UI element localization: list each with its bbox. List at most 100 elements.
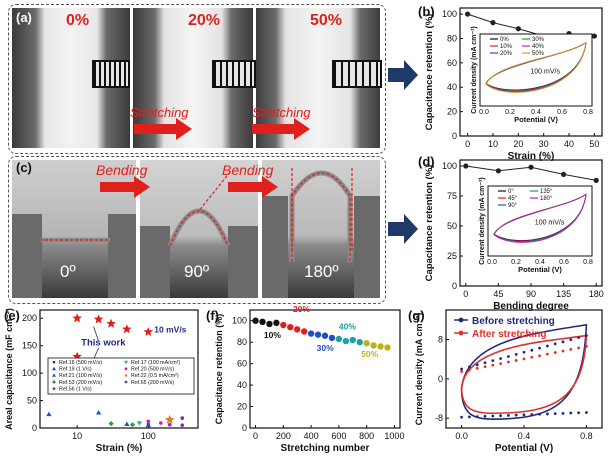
f-xtick-label: 600 bbox=[331, 431, 346, 441]
e-ytick-label: 200 bbox=[22, 313, 37, 323]
b-point bbox=[591, 33, 597, 39]
g-after-marker bbox=[460, 370, 463, 373]
d-inset-annotation: 100 mV/s bbox=[535, 220, 565, 227]
b-inset-xlabel: Potential (V) bbox=[514, 115, 558, 124]
g-before-marker bbox=[499, 357, 502, 360]
g-before-marker bbox=[538, 412, 541, 416]
panel-e-label: (e) bbox=[4, 308, 20, 323]
d-inset-xtick: 0.4 bbox=[535, 259, 545, 266]
b-xtick-label: 20 bbox=[513, 139, 523, 149]
arrow-a-2 bbox=[252, 118, 310, 140]
f-point bbox=[266, 320, 273, 328]
f-point bbox=[370, 342, 377, 349]
d-xtick-label: 0 bbox=[463, 289, 468, 299]
e-xtick-label: 10 bbox=[72, 431, 82, 441]
panel-c-label: (c) bbox=[16, 160, 32, 175]
g-before-marker bbox=[460, 367, 463, 371]
d-inset-xlabel: Potential (V) bbox=[518, 265, 562, 274]
panel-b-label: (b) bbox=[418, 4, 435, 19]
d-inset-legend-label: 45° bbox=[508, 196, 518, 202]
b-inset-legend-label: 0% bbox=[500, 37, 509, 43]
g-before-marker bbox=[507, 355, 510, 358]
f-ytick-label: 80 bbox=[237, 337, 247, 347]
panel-f-label: (f) bbox=[206, 308, 219, 323]
f-point bbox=[377, 343, 384, 350]
d-xlabel: Bending degree bbox=[493, 301, 569, 312]
d-point bbox=[528, 164, 534, 170]
electrode-a-0 bbox=[92, 60, 130, 88]
d-inset-legend-label: 0° bbox=[508, 189, 514, 195]
g-after-marker bbox=[538, 354, 541, 358]
d-ylabel: Capacitance retention (%) bbox=[424, 165, 435, 282]
e-point bbox=[143, 327, 154, 336]
b-ytick-label: 80 bbox=[447, 33, 457, 43]
g-after-marker bbox=[475, 366, 479, 370]
f-annotation: 10% bbox=[264, 330, 281, 340]
b-inset-xtick: 0.0 bbox=[479, 109, 489, 116]
e-annotation-arrow-2 bbox=[93, 347, 99, 360]
bending-label-1: Bending bbox=[96, 162, 148, 178]
f-xtick-label: 1000 bbox=[384, 431, 404, 441]
stretching-label-2: Stretching bbox=[252, 105, 311, 120]
e-point bbox=[164, 414, 175, 424]
g-after-marker bbox=[522, 357, 526, 361]
e-annotation-10: 10 mV/s bbox=[154, 325, 186, 335]
e-point bbox=[180, 416, 185, 420]
g-before-marker bbox=[569, 411, 573, 415]
panel-g-label: (g) bbox=[408, 308, 425, 323]
e-point bbox=[129, 422, 136, 428]
e-point bbox=[46, 411, 52, 417]
g-after-marker bbox=[553, 351, 557, 354]
g-after-marker bbox=[561, 349, 565, 353]
f-ytick-label: 40 bbox=[237, 380, 247, 390]
g-before-marker bbox=[585, 334, 588, 337]
e-legend-marker bbox=[52, 366, 56, 371]
e-xtick-label: 100 bbox=[141, 431, 156, 441]
b-xtick-label: 30 bbox=[539, 139, 549, 149]
strain-label-0: 0% bbox=[66, 12, 90, 29]
b-point bbox=[490, 20, 496, 26]
e-legend-label: Ref.16 (500 mV/s) bbox=[59, 360, 102, 366]
f-xtick-label: 200 bbox=[276, 431, 291, 441]
d-point bbox=[495, 168, 501, 174]
f-xtick-label: 800 bbox=[359, 431, 374, 441]
e-point bbox=[158, 421, 163, 425]
e-ytick-label: 150 bbox=[22, 341, 37, 351]
g-after-marker bbox=[569, 348, 573, 351]
f-annotation: 30% bbox=[317, 343, 334, 353]
d-xtick-label: 45 bbox=[493, 289, 503, 299]
g-after-marker bbox=[577, 346, 580, 350]
strain-label-50: 50% bbox=[310, 12, 343, 29]
f-point bbox=[294, 326, 301, 333]
b-inset-xtick: 0.6 bbox=[557, 109, 567, 116]
e-ytick-label: 100 bbox=[22, 368, 37, 378]
g-xtick-label: 0.0 bbox=[455, 431, 468, 441]
e-plot-frame bbox=[39, 309, 199, 429]
f-point bbox=[259, 318, 266, 325]
b-inset-legend-label: 20% bbox=[500, 51, 513, 57]
g-before-marker bbox=[522, 413, 526, 417]
g-before-marker bbox=[530, 348, 534, 352]
navy-arrow-a bbox=[388, 60, 418, 90]
b-inset-xtick: 0.2 bbox=[505, 109, 515, 116]
e-legend-label: Ref.22 (0.5 mA/cm²) bbox=[131, 373, 179, 379]
e-point bbox=[180, 423, 185, 428]
g-after-marker bbox=[585, 344, 588, 348]
g-before-marker bbox=[475, 415, 479, 418]
bending-label-2: Bending bbox=[222, 162, 274, 178]
d-point bbox=[561, 171, 567, 177]
navy-arrow-c bbox=[388, 214, 418, 244]
f-point bbox=[321, 332, 329, 339]
b-inset-legend-label: 40% bbox=[532, 44, 545, 50]
e-ytick-label: 50 bbox=[27, 396, 37, 406]
f-point bbox=[300, 328, 308, 335]
g-series-after bbox=[460, 334, 588, 415]
f-xlabel: Stretching number bbox=[281, 443, 370, 454]
g-after-marker bbox=[530, 355, 534, 359]
e-point bbox=[93, 314, 104, 324]
f-point bbox=[384, 344, 391, 351]
b-ytick-label: 20 bbox=[447, 107, 457, 117]
e-legend-label: Ref.20 (500 mV/s) bbox=[131, 367, 174, 373]
g-legend-label-before: Before stretching bbox=[472, 316, 555, 327]
